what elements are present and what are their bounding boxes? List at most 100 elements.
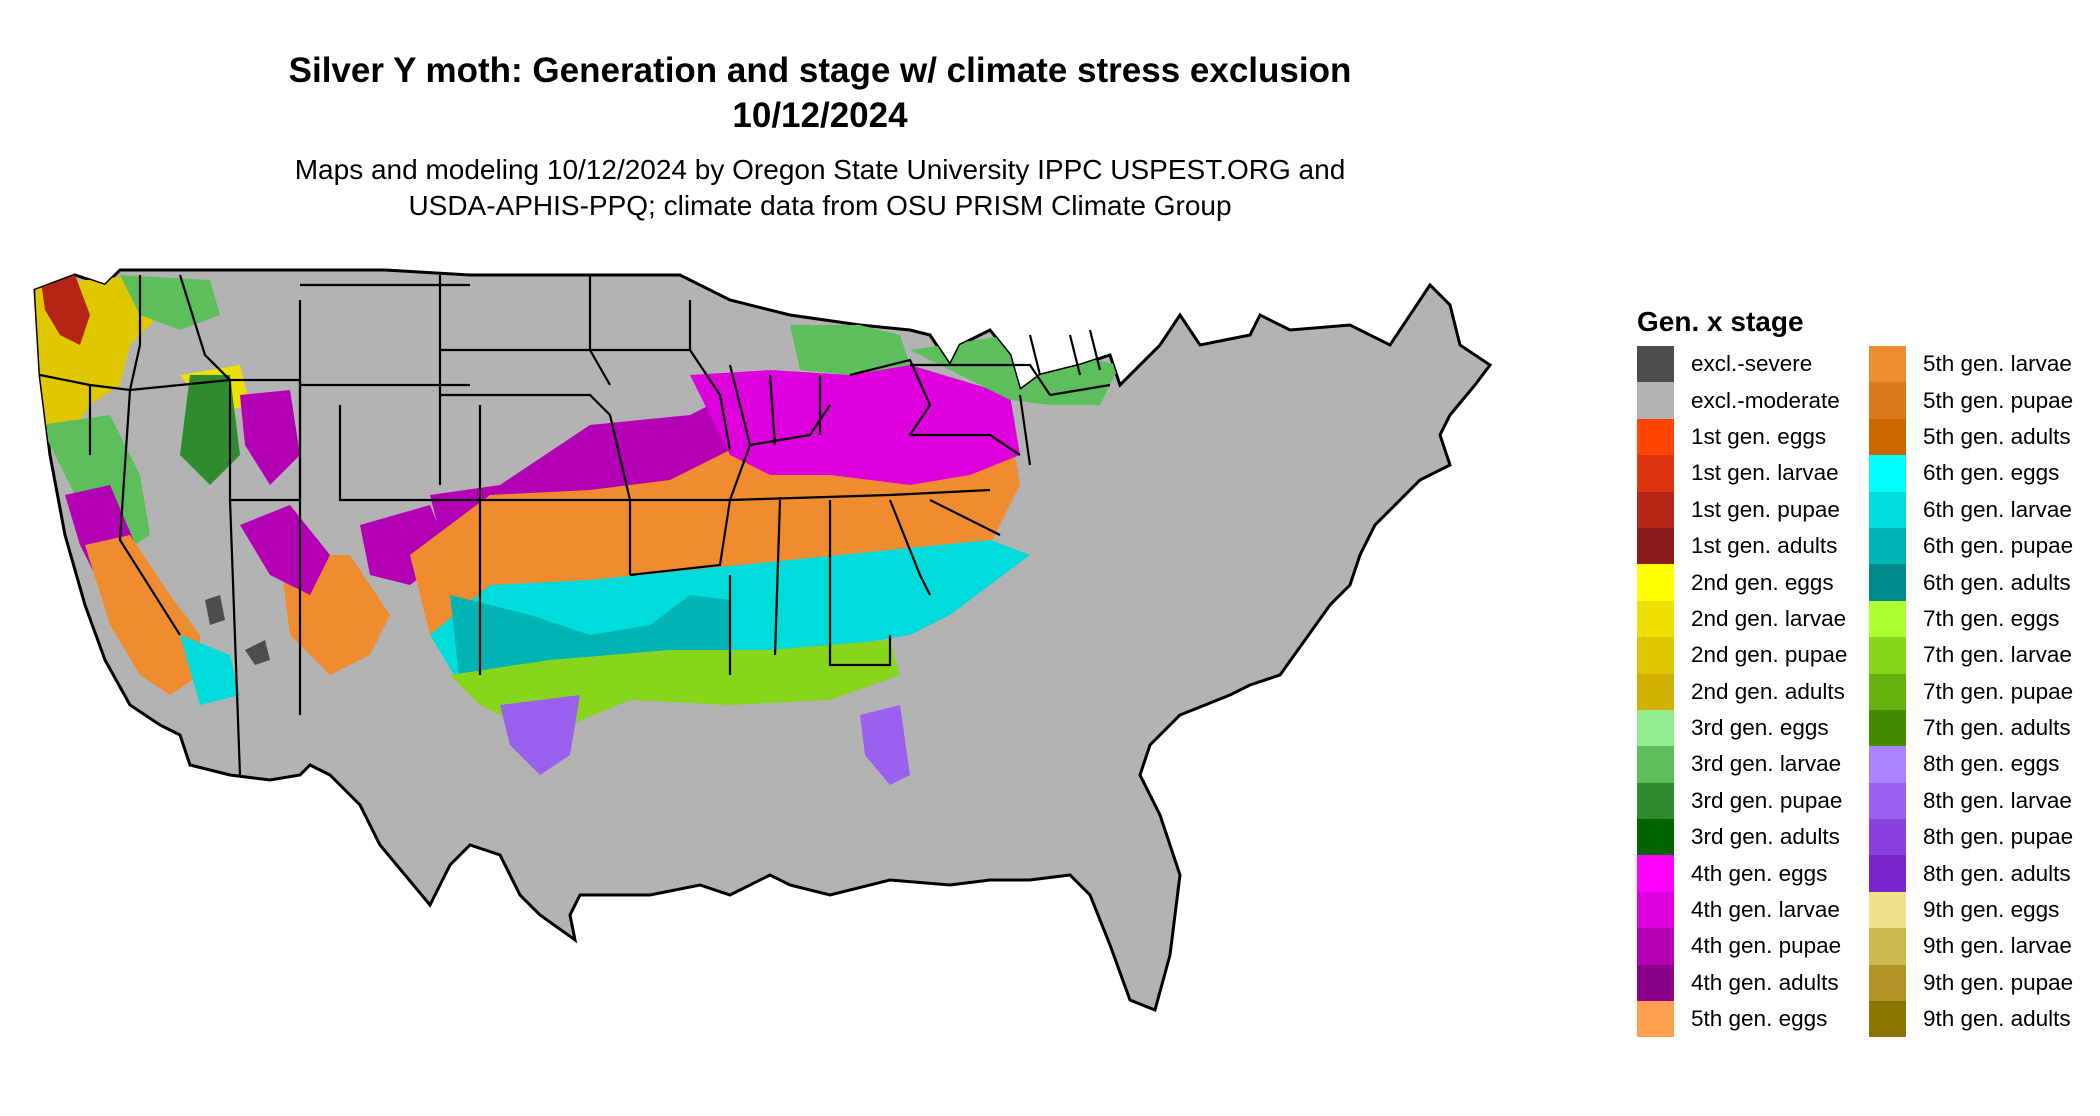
legend-swatch (1637, 418, 1674, 456)
legend-label: 9th gen. larvae (1923, 933, 2072, 959)
zone-3rd-gen-great-basin (180, 375, 240, 485)
legend-swatch (1869, 746, 1906, 783)
zone-6th-gen-adults-south (450, 595, 730, 685)
legend-label: 2nd gen. larvae (1691, 605, 1847, 631)
legend-item: 4th gen. eggs (1637, 855, 1847, 892)
state-borders (39, 274, 1111, 776)
legend-swatch (1637, 964, 1674, 1002)
legend-label: 5th gen. larvae (1923, 351, 2072, 377)
map-title-line1: Silver Y moth: Generation and stage w/ c… (288, 51, 1352, 90)
legend-swatch (1637, 491, 1674, 528)
legend-swatch (1869, 964, 1906, 1002)
legend-item: 8th gen. pupae (1869, 819, 2074, 856)
legend-item: excl.-moderate (1637, 382, 1847, 419)
us-generation-stage-map (33, 268, 1493, 1013)
legend-swatch (1637, 819, 1674, 856)
legend-label: 5th gen. eggs (1691, 1006, 1828, 1032)
legend-item: 9th gen. larvae (1869, 928, 2073, 965)
map-subtitle-line1: Maps and modeling 10/12/2024 by Oregon S… (294, 154, 1346, 185)
legend-label: 4th gen. adults (1691, 969, 1839, 995)
legend-item: 4th gen. larvae (1637, 891, 1847, 929)
map-subtitle-line2: USDA-APHIS-PPQ; climate data from OSU PR… (408, 190, 1232, 221)
legend-column-1: excl.-severe excl.-moderate 1st gen. eggs 1… (1637, 346, 1847, 1038)
legend-label: 8th gen. larvae (1923, 787, 2072, 813)
legend-item: 5th gen. larvae (1869, 346, 2073, 383)
legend-label: 9th gen. adults (1923, 1006, 2071, 1032)
legend-item: 1st gen. adults (1637, 527, 1847, 565)
legend-item: 3rd gen. adults (1637, 819, 1847, 856)
legend-swatch (1637, 782, 1674, 820)
legend-swatch (1637, 891, 1674, 929)
map-title-line2: 10/12/2024 (732, 96, 908, 135)
legend-label: 5th gen. pupae (1923, 387, 2074, 413)
legend-item: 3rd gen. pupae (1637, 782, 1847, 820)
legend-label: 8th gen. pupae (1923, 824, 2074, 850)
legend-swatch (1869, 819, 1906, 856)
legend-swatch (1637, 455, 1674, 492)
legend-item: 2nd gen. eggs (1637, 564, 1847, 601)
legend-label: 3rd gen. pupae (1691, 787, 1843, 813)
legend-item: 6th gen. eggs (1869, 455, 2073, 492)
legend-label: excl.-moderate (1691, 387, 1840, 413)
legend-item: 9th gen. eggs (1869, 891, 2073, 929)
legend-label: 3rd gen. adults (1691, 824, 1840, 850)
legend-swatch (1869, 418, 1906, 456)
legend-item: 7th gen. adults (1869, 709, 2073, 747)
legend-label: 7th gen. larvae (1923, 642, 2072, 668)
legend-item: 7th gen. eggs (1869, 600, 2073, 638)
legend-swatch (1637, 855, 1674, 892)
legend-swatch (1869, 673, 1906, 710)
generation-zones (35, 275, 1120, 785)
legend-title: Gen. x stage (1637, 306, 1804, 337)
legend-item: 8th gen. larvae (1869, 782, 2073, 820)
legend-swatch (1637, 637, 1674, 674)
legend-label: 9th gen. eggs (1923, 897, 2060, 923)
legend-swatch (1637, 709, 1674, 747)
legend-swatch (1869, 709, 1906, 747)
legend-swatch (1869, 346, 1906, 383)
legend-label: excl.-severe (1691, 351, 1813, 377)
legend-label: 7th gen. pupae (1923, 678, 2074, 704)
legend-item: 6th gen. pupae (1869, 527, 2074, 565)
legend-swatch (1869, 782, 1906, 820)
legend-label: 4th gen. eggs (1691, 860, 1828, 886)
legend-item: 4th gen. adults (1637, 964, 1847, 1002)
zone-8th-gen-florida (860, 705, 910, 785)
legend-swatch (1637, 928, 1674, 965)
legend-item: 9th gen. pupae (1869, 964, 2074, 1002)
legend-item: 5th gen. adults (1869, 418, 2073, 456)
legend-label: 4th gen. pupae (1691, 933, 1842, 959)
legend-swatch (1869, 564, 1906, 601)
legend-item: 4th gen. pupae (1637, 928, 1847, 965)
legend-item: 3rd gen. eggs (1637, 709, 1847, 747)
legend-label: 7th gen. adults (1923, 715, 2071, 741)
legend-swatch (1869, 455, 1906, 492)
zone-3rd-gen-nw (120, 275, 220, 330)
legend-label: 5th gen. adults (1923, 423, 2071, 449)
legend-swatch (1637, 382, 1674, 419)
legend-label: 4th gen. larvae (1691, 897, 1840, 923)
legend-label: 1st gen. pupae (1691, 496, 1840, 522)
legend-label: 3rd gen. larvae (1691, 751, 1842, 777)
legend-label: 9th gen. pupae (1923, 969, 2074, 995)
zone-4th-gen-az (240, 505, 330, 595)
map-title: Silver Y moth: Generation and stage w/ c… (0, 48, 1640, 138)
legend-swatch (1637, 346, 1674, 383)
legend-label: 8th gen. eggs (1923, 751, 2060, 777)
legend-item: 8th gen. adults (1869, 855, 2073, 892)
legend-swatch (1869, 637, 1906, 674)
legend-swatch (1637, 673, 1674, 710)
legend-swatch (1869, 600, 1906, 638)
legend-label: 6th gen. pupae (1923, 533, 2074, 559)
legend-swatch (1869, 855, 1906, 892)
legend-swatch (1637, 527, 1674, 565)
legend-item: 1st gen. larvae (1637, 455, 1847, 492)
legend-item: 7th gen. larvae (1869, 637, 2073, 674)
legend-item: excl.-severe (1637, 346, 1847, 383)
legend-swatch (1637, 600, 1674, 638)
legend-swatch (1637, 564, 1674, 601)
legend-item: 2nd gen. larvae (1637, 600, 1847, 638)
legend-label: 8th gen. adults (1923, 860, 2071, 886)
zone-6th-gen-ca (180, 635, 240, 705)
legend-swatch (1869, 491, 1906, 528)
